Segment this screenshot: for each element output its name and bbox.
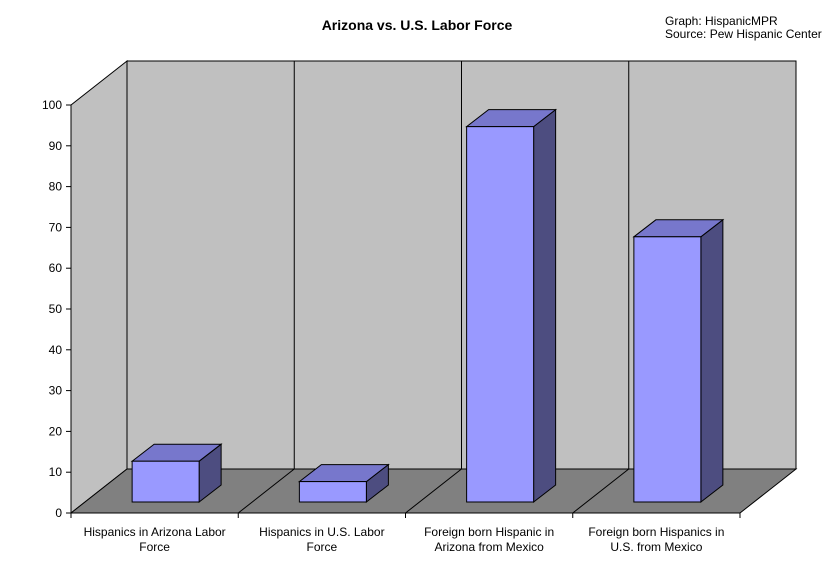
floor-divider: [572, 468, 630, 514]
credit-source: Source: Pew Hispanic Center: [665, 27, 822, 41]
bar-side: [533, 108, 557, 504]
y-tick-label: 80: [49, 180, 63, 194]
x-tick-label: Foreign born Hispanics in U.S. from Mexic…: [588, 525, 724, 554]
x-tick-label: Hispanics in Arizona Labor Force: [84, 525, 226, 554]
x-tick-label: Hispanics in U.S. Labor Force: [259, 525, 384, 554]
credit-graph: Graph: HispanicMPR: [665, 14, 778, 28]
y-tick-label: 30: [49, 384, 63, 398]
y-tick-label: 70: [49, 220, 63, 234]
bar: [466, 126, 535, 503]
chart-title: Arizona vs. U.S. Labor Force: [321, 17, 513, 33]
y-tick-label: 60: [49, 261, 63, 275]
floor-divider: [405, 468, 462, 514]
y-tick-label: 90: [49, 139, 63, 153]
floor-divider: [237, 468, 295, 514]
bar-side: [700, 218, 724, 504]
y-tick-label: 100: [42, 98, 62, 112]
y-tick-label: 20: [49, 424, 63, 438]
bar: [298, 481, 367, 503]
y-tick-label: 10: [49, 465, 63, 479]
side-wall: [70, 59, 128, 515]
bar: [633, 236, 702, 503]
bar: [131, 460, 200, 503]
y-tick-label: 0: [55, 506, 62, 520]
y-tick-label: 50: [49, 302, 63, 316]
x-tick-label: Foreign born Hispanic in Arizona from Mex…: [424, 525, 554, 554]
y-tick-label: 40: [49, 343, 63, 357]
